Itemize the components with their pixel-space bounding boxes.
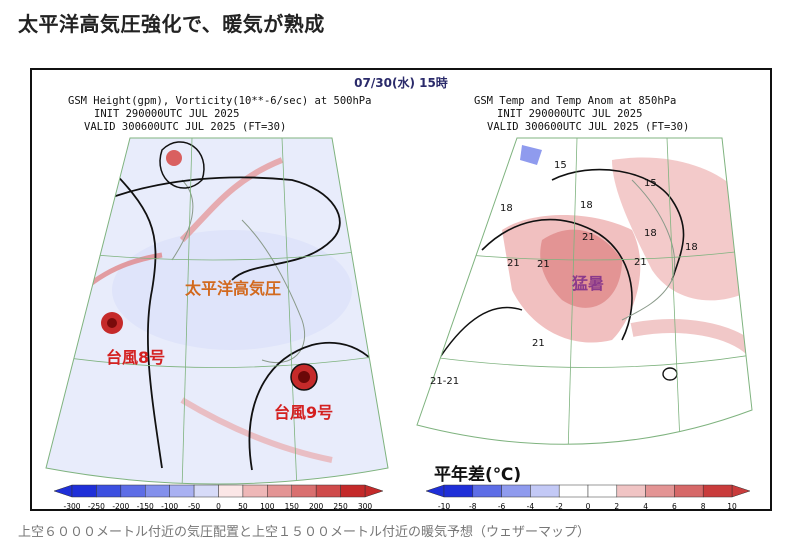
colorbar-max-arrow (731, 484, 751, 498)
colorbar-swatch (530, 484, 560, 498)
colorbar-tick-label: 50 (238, 502, 248, 511)
article-title: 太平洋高気圧強化で、暖気が熟成 (18, 12, 325, 36)
figure-caption: 上空６０００メートル付近の気圧配置と上空１５００メートル付近の暖気予想（ウェザー… (18, 525, 591, 540)
forecast-date: 07/30(水) 15時 (354, 76, 448, 90)
weather-map-figure: 07/30(水) 15時 GSM Height(gpm), Vorticity(… (30, 68, 772, 511)
colorbar-min-arrow (425, 484, 445, 498)
contour-label: 21 (634, 257, 647, 268)
colorbar-swatch (120, 484, 146, 498)
colorbar-max-arrow (364, 484, 384, 498)
left-map-title: GSM Height(gpm), Vorticity(10**-6/sec) a… (68, 95, 372, 107)
left-map (46, 138, 388, 484)
colorbar-swatch (218, 484, 244, 498)
colorbar-swatch (616, 484, 646, 498)
colorbar-tick-label: 250 (333, 502, 348, 511)
colorbar-swatch (443, 484, 474, 498)
colorbar-tick-label: 150 (285, 502, 300, 511)
typhoon9-label: 台風9号 (274, 403, 334, 422)
colorbar-swatch (96, 484, 122, 498)
colorbar-tick-label: -250 (88, 502, 105, 511)
colorbar-swatch (71, 484, 97, 498)
colorbar-tick-label: 8 (701, 502, 706, 511)
colorbar-swatch (674, 484, 704, 498)
colorbar-tick-label: -4 (527, 502, 535, 511)
right-map-title: GSM Temp and Temp Anom at 850hPa (474, 95, 677, 107)
contour-label: 21 (537, 259, 550, 270)
colorbar-tick-label: -100 (161, 502, 178, 511)
colorbar-tick-label: 200 (309, 502, 324, 511)
typhoon8-label: 台風8号 (106, 348, 166, 367)
colorbar-swatch (315, 484, 341, 498)
colorbar-tick-label: 0 (586, 502, 591, 511)
colorbar-tick-label: -8 (469, 502, 477, 511)
contour-label: 18 (580, 200, 593, 211)
colorbar-tick-label: 2 (614, 502, 619, 511)
colorbar-tick-label: -150 (137, 502, 154, 511)
colorbar-swatch (558, 484, 589, 498)
contour-label: 15 (644, 178, 657, 189)
colorbar-tick-label: -200 (112, 502, 129, 511)
colorbar-swatch (193, 484, 219, 498)
contour-label: 21-21 (430, 376, 460, 387)
contour-label: 18 (500, 203, 513, 214)
colorbar-swatch (702, 484, 733, 498)
colorbar-swatch (472, 484, 502, 498)
colorbar-tick-label: -300 (63, 502, 80, 511)
colorbar-tick-label: 4 (643, 502, 648, 511)
right-map-init: INIT 290000UTC JUL 2025 (497, 108, 643, 120)
right-map-valid: VALID 300600UTC JUL 2025 (FT=30) (487, 121, 690, 133)
right-colorbar: -10 -8 -6 -4 -2 0 2 4 6 8 10 (425, 484, 751, 511)
colorbar-tick-label: -10 (438, 502, 450, 511)
colorbar-swatch (145, 484, 170, 498)
colorbar-swatch (501, 484, 531, 498)
colorbar-swatch (169, 484, 195, 498)
colorbar-swatch (587, 484, 618, 498)
colorbar-tick-label: 6 (672, 502, 677, 511)
colorbar-tick-label: 300 (358, 502, 373, 511)
colorbar-swatch (340, 484, 366, 498)
left-colorbar: -300 -250 -200 -150 -100 -50 0 50 100 150 200 250 30… (53, 484, 384, 511)
contour-label: 15 (554, 160, 567, 171)
colorbar-tick-label: 10 (727, 502, 737, 511)
colorbar-swatch (645, 484, 675, 498)
pacific-high-label: 太平洋高気圧 (185, 279, 282, 298)
colorbar-min-arrow (53, 484, 73, 498)
colorbar-tick-label: 100 (260, 502, 275, 511)
left-map-init: INIT 290000UTC JUL 2025 (94, 108, 240, 120)
contour-label: 21 (532, 338, 545, 349)
left-map-valid: VALID 300600UTC JUL 2025 (FT=30) (84, 121, 287, 133)
colorbar-swatch (267, 484, 292, 498)
colorbar-tick-label: 0 (216, 502, 221, 511)
colorbar-tick-label: -50 (188, 502, 200, 511)
colorbar-swatch (242, 484, 268, 498)
contour-label: 18 (644, 228, 657, 239)
contour-label: 21 (507, 258, 520, 269)
colorbar-tick-label: -6 (498, 502, 506, 511)
colorbar-tick-label: -2 (555, 502, 563, 511)
heat-label: 猛暑 (572, 274, 605, 293)
colorbar-swatch (291, 484, 317, 498)
contour-label: 18 (685, 242, 698, 253)
contour-label: 21 (582, 232, 595, 243)
anomaly-legend-title: 平年差(℃) (434, 465, 522, 485)
